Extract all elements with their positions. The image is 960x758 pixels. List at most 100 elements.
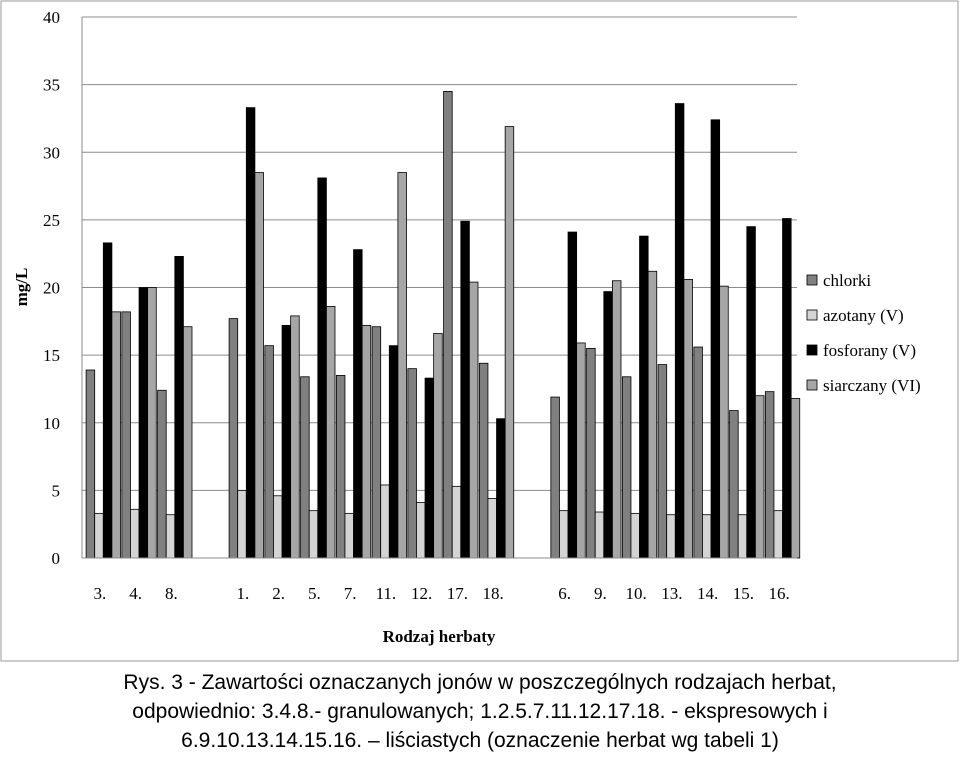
y-tick-label: 35 <box>43 76 60 95</box>
bar-fosforany-16 <box>782 218 792 559</box>
chart-area: 0 5 10 15 20 25 30 35 40 3. 4. 8. 1. 2. 5. 7. 11. 12. 17.… <box>0 0 959 662</box>
bar-chlorki-8 <box>157 389 167 559</box>
bar-siarczany-4 <box>147 287 157 559</box>
bar-chlorki-7 <box>335 375 346 559</box>
x-tick-label: 4. <box>129 584 142 603</box>
x-tick-label: 16. <box>769 584 790 603</box>
bar-fosforany-1 <box>245 107 256 559</box>
caption-line-3: 6.9.10.13.14.15.16. – liściastych (oznac… <box>181 729 779 752</box>
bar-fosforany-11 <box>388 345 399 559</box>
x-tick-label: 3. <box>94 584 107 603</box>
bar-chlorki-2 <box>264 345 274 559</box>
y-tick-label: 40 <box>43 8 60 27</box>
x-axis-ticks: 3. 4. 8. 1. 2. 5. 7. 11. 12. 17. 18. 6. 9. 10. 13. 14. 1… <box>94 584 790 603</box>
bar-fosforany-18 <box>496 418 506 559</box>
bar-azotany-14 <box>702 514 712 559</box>
legend-swatch <box>806 274 818 286</box>
bar-siarczany-3 <box>111 311 121 559</box>
legend-swatch <box>806 309 818 321</box>
y-tick-label: 10 <box>43 414 60 433</box>
bar-chlorki-1 <box>228 318 239 559</box>
bar-siarczany-2 <box>290 315 300 559</box>
bar-chlorki-4 <box>121 311 131 559</box>
bar-fosforany-7 <box>353 249 363 559</box>
bar-azotany-16 <box>773 510 783 559</box>
bar-chlorki-15 <box>729 410 739 559</box>
bar-chlorki-17 <box>443 90 453 559</box>
legend-swatch <box>806 344 818 356</box>
bar-fosforany-3 <box>102 242 113 559</box>
x-tick-label: 11. <box>376 584 397 603</box>
bar-siarczany-10 <box>647 270 658 559</box>
bar-azotany-11 <box>380 484 390 559</box>
bar-chlorki-3 <box>85 369 96 559</box>
bar-siarczany-17 <box>468 281 479 559</box>
y-axis-title: mg/L <box>12 268 31 307</box>
y-tick-label: 20 <box>43 279 60 298</box>
bar-siarczany-1 <box>254 172 264 559</box>
legend-label: siarczany (VI) <box>823 376 921 395</box>
bar-siarczany-9 <box>612 280 622 559</box>
bar-azotany-12 <box>416 502 426 559</box>
x-tick-label: 5. <box>308 584 321 603</box>
bar-siarczany-15 <box>755 395 765 559</box>
bar-siarczany-5 <box>325 306 336 559</box>
bar-chlorki-5 <box>300 376 310 559</box>
legend-label: chlorki <box>823 271 871 290</box>
legend: chlorki azotany (V) fosforany (V) siarczany… <box>806 271 921 395</box>
x-tick-label: 6. <box>558 584 571 603</box>
y-tick-label: 25 <box>43 211 60 230</box>
x-tick-label: 14. <box>697 584 718 603</box>
bar-azotany-1 <box>237 489 247 559</box>
bar-fosforany-14 <box>710 119 721 559</box>
x-tick-label: 12. <box>411 584 432 603</box>
bar-chart: 0 5 10 15 20 25 30 35 40 3. 4. 8. 1. 2. 5. 7. 11. 12. 17.… <box>0 0 959 662</box>
bar-fosforany-2 <box>281 324 292 559</box>
bar-fosforany-4 <box>138 287 149 559</box>
figure-caption: Rys. 3 - Zawartości oznaczanych jonów w … <box>0 668 960 755</box>
x-tick-label: 10. <box>626 584 647 603</box>
bar-fosforany-12 <box>424 377 435 559</box>
bar-chlorki-10 <box>621 376 632 559</box>
y-tick-label: 30 <box>43 143 60 162</box>
bar-siarczany-12 <box>433 333 443 559</box>
legend-label: azotany (V) <box>823 306 904 325</box>
bar-chlorki-9 <box>586 347 596 559</box>
bar-azotany-9 <box>594 511 605 559</box>
bar-siarczany-8 <box>182 326 193 559</box>
bar-azotany-6 <box>559 510 569 559</box>
x-tick-label: 2. <box>272 584 285 603</box>
bar-siarczany-13 <box>683 278 693 559</box>
bar-azotany-10 <box>630 512 640 559</box>
bar-chlorki-6 <box>550 396 560 559</box>
x-tick-label: 15. <box>733 584 754 603</box>
x-tick-label: 18. <box>483 584 504 603</box>
bar-fosforany-15 <box>746 226 756 559</box>
bar-chlorki-16 <box>764 391 775 559</box>
x-tick-label: 13. <box>661 584 682 603</box>
bar-siarczany-18 <box>504 126 515 559</box>
x-tick-label: 17. <box>447 584 468 603</box>
bar-fosforany-17 <box>460 220 470 559</box>
x-axis-title: Rodzaj herbaty <box>383 627 496 646</box>
bar-fosforany-8 <box>174 255 184 559</box>
bar-chlorki-12 <box>407 368 417 559</box>
bar-azotany-5 <box>308 510 319 559</box>
bar-fosforany-13 <box>674 103 685 559</box>
bar-azotany-15 <box>737 514 748 559</box>
y-tick-label: 15 <box>43 346 60 365</box>
x-tick-label: 9. <box>594 584 607 603</box>
bar-fosforany-10 <box>639 235 649 559</box>
bar-azotany-3 <box>94 512 104 559</box>
x-tick-label: 1. <box>237 584 250 603</box>
bar-chlorki-18 <box>478 362 489 559</box>
bar-chlorki-11 <box>371 326 382 559</box>
y-tick-label: 5 <box>52 481 61 500</box>
bar-chlorki-13 <box>657 364 668 559</box>
bar-azotany-4 <box>130 508 140 559</box>
bar-fosforany-5 <box>317 177 327 559</box>
y-axis-ticks: 0 5 10 15 20 25 30 35 40 <box>43 8 60 568</box>
bar-azotany-13 <box>666 514 676 559</box>
bar-siarczany-14 <box>719 285 729 559</box>
bar-siarczany-6 <box>576 342 586 559</box>
